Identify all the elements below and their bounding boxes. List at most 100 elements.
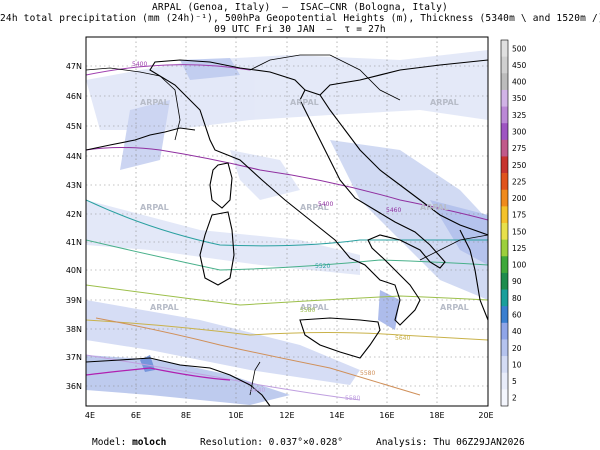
footer-analysis-value: Thu 06Z29JAN2026 xyxy=(433,437,525,448)
watermark-6: ARPAL xyxy=(420,203,449,212)
colorbar-label: 225 xyxy=(512,177,527,186)
lon-tick-4e: 4E xyxy=(85,411,95,420)
watermark-3: ARPAL xyxy=(430,98,459,107)
colorbar: 500 450 400 350 325 300 275 250 225 200 175 150 125 1… xyxy=(500,39,527,407)
colorbar-label: 100 xyxy=(512,261,527,270)
contour-label-9: 5580 xyxy=(345,395,360,402)
colorbar-swatch xyxy=(501,40,508,57)
footer-model: Model: moloch xyxy=(92,437,166,448)
watermark-4: ARPAL xyxy=(140,203,169,212)
lon-tick-16e: 16E xyxy=(379,411,394,420)
footer-model-value: moloch xyxy=(132,437,167,448)
colorbar-swatch xyxy=(501,123,508,141)
colorbar-label: 300 xyxy=(512,128,527,137)
lat-tick-46n: 46N xyxy=(66,92,82,101)
colorbar-swatch xyxy=(501,106,508,124)
colorbar-label: 60 xyxy=(512,311,522,320)
colorbar-swatch xyxy=(501,223,508,240)
header-time: 09 UTC Fri 30 JAN – τ = 27h xyxy=(214,24,386,35)
colorbar-label: 275 xyxy=(512,144,527,153)
lat-tick-38n: 38N xyxy=(66,325,82,334)
lon-axis: 4E 6E 8E 10E 12E 14E 16E 18E 20E xyxy=(85,411,494,420)
lat-tick-42n: 42N xyxy=(66,210,82,219)
colorbar-label: 325 xyxy=(512,111,527,120)
watermark-8: ARPAL xyxy=(300,303,329,312)
colorbar-label: 125 xyxy=(512,244,527,253)
contour-label-3: 5460 xyxy=(386,207,401,214)
colorbar-swatch xyxy=(501,372,508,390)
lon-tick-10e: 10E xyxy=(228,411,243,420)
lat-tick-40n: 40N xyxy=(66,266,82,275)
colorbar-frame xyxy=(500,39,509,407)
lon-tick-18e: 18E xyxy=(429,411,444,420)
coastlines xyxy=(86,54,488,406)
colorbar-label: 2 xyxy=(512,394,517,403)
footer-resolution-label: Resolution: xyxy=(200,437,263,448)
colorbar-swatch xyxy=(501,206,508,224)
colorbar-label: 10 xyxy=(512,360,522,369)
map-frame xyxy=(85,36,489,407)
header-fields: 24h total precipitation (mm (24h)⁻¹), 50… xyxy=(0,13,600,24)
watermark-9: ARPAL xyxy=(440,303,469,312)
colorbar-label: 5 xyxy=(512,377,517,386)
footer-resolution-value: 0.037°×0.028° xyxy=(268,437,344,448)
lat-axis: 36N 37N 38N 39N 40N 41N 42N 43N 44N 45N … xyxy=(66,62,82,391)
watermark-1: ARPAL xyxy=(140,98,169,107)
lat-tick-45n: 45N xyxy=(66,122,82,131)
lon-tick-8e: 8E xyxy=(181,411,191,420)
colorbar-swatch xyxy=(501,73,508,91)
watermark-5: ARPAL xyxy=(300,203,329,212)
colorbar-label: 350 xyxy=(512,94,527,103)
contour-label-6: 5640 xyxy=(395,335,410,342)
geopotential-contours xyxy=(86,64,488,401)
lat-tick-37n: 37N xyxy=(66,353,82,362)
contour-label-7: 5580 xyxy=(360,370,375,377)
colorbar-label: 40 xyxy=(512,327,522,336)
colorbar-label: 90 xyxy=(512,277,522,286)
watermark-7: ARPAL xyxy=(150,303,179,312)
lon-tick-14e: 14E xyxy=(329,411,344,420)
colorbar-swatch xyxy=(501,322,508,340)
lon-tick-6e: 6E xyxy=(131,411,141,420)
colorbar-label: 450 xyxy=(512,61,527,70)
colorbar-swatch xyxy=(501,189,508,207)
contour-label-2: 5400 xyxy=(318,201,333,208)
footer-analysis: Analysis: Thu 06Z29JAN2026 xyxy=(376,437,525,448)
lat-tick-36n: 36N xyxy=(66,382,82,391)
colorbar-swatch xyxy=(501,289,508,307)
lat-tick-39n: 39N xyxy=(66,296,82,305)
graticule xyxy=(86,37,488,406)
colorbar-swatch xyxy=(501,256,508,274)
contour-labels: 5400 5400 5460 5520 5580 5640 5580 5640 … xyxy=(132,61,410,402)
watermarks: ARPAL ARPAL ARPAL ARPAL ARPAL ARPAL ARPA… xyxy=(140,98,469,312)
colorbar-swatch xyxy=(501,272,508,290)
colorbar-label: 175 xyxy=(512,211,527,220)
colorbar-swatch xyxy=(501,389,508,407)
colorbar-label: 20 xyxy=(512,344,522,353)
footer-model-label: Model: xyxy=(92,437,127,448)
footer-analysis-label: Analysis: xyxy=(376,437,428,448)
colorbar-swatch xyxy=(501,356,508,374)
colorbar-swatch xyxy=(501,156,508,174)
contour-label-5: 5580 xyxy=(300,307,315,314)
colorbar-swatch xyxy=(501,89,508,107)
colorbar-label: 150 xyxy=(512,227,527,236)
colorbar-swatch xyxy=(501,173,508,191)
lon-tick-12e: 12E xyxy=(279,411,294,420)
colorbar-label: 250 xyxy=(512,161,527,170)
lat-tick-43n: 43N xyxy=(66,181,82,190)
watermark-2: ARPAL xyxy=(290,98,319,107)
header-title: ARPAL (Genoa, Italy) – ISAC–CNR (Bologna… xyxy=(152,2,448,13)
lat-tick-44n: 44N xyxy=(66,152,82,161)
colorbar-swatch xyxy=(501,339,508,357)
contour-label-4: 5520 xyxy=(315,263,330,270)
lon-tick-20e: 20E xyxy=(478,411,493,420)
contour-label-8: 5640 xyxy=(250,387,265,394)
colorbar-label: 400 xyxy=(512,78,527,87)
contour-label-1: 5400 xyxy=(132,61,147,68)
colorbar-swatch xyxy=(501,139,508,157)
colorbar-swatch xyxy=(501,306,508,324)
colorbar-label: 80 xyxy=(512,294,522,303)
colorbar-swatch xyxy=(501,239,508,257)
